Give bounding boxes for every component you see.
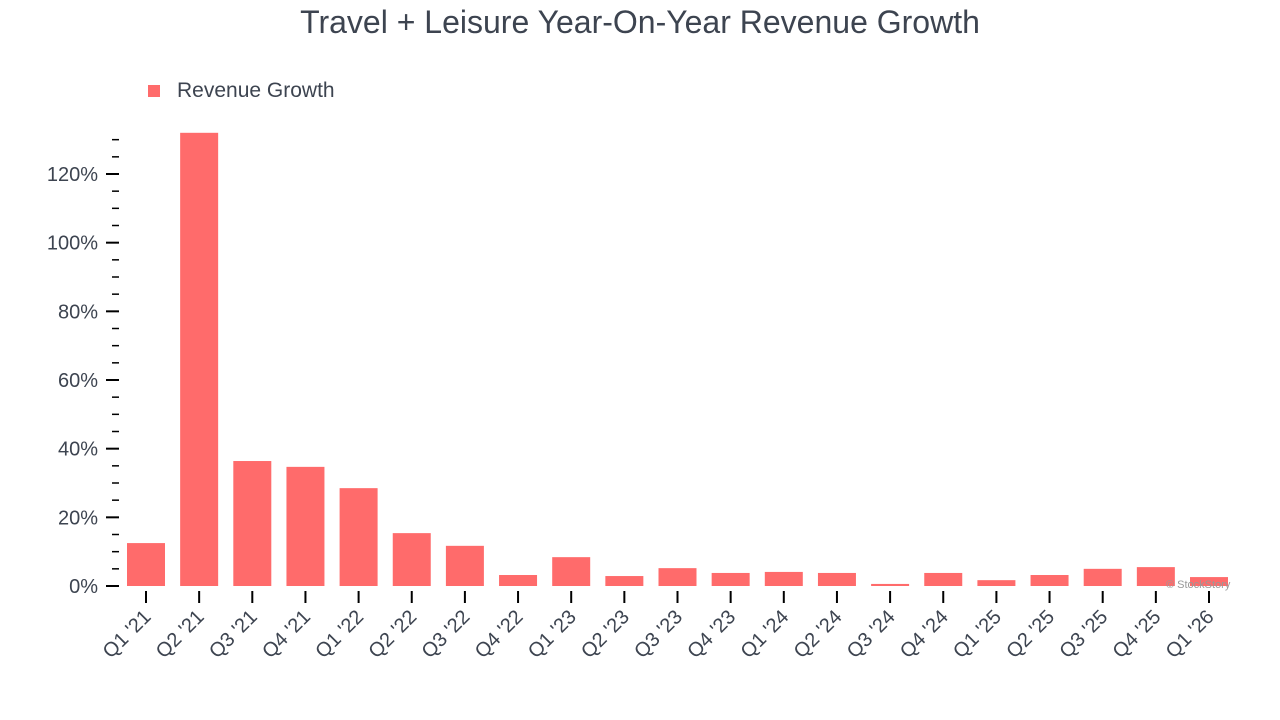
- bar: [1083, 568, 1122, 586]
- x-tick-label: Q2 '23: [577, 606, 634, 663]
- bar: [1190, 577, 1228, 586]
- legend: Revenue Growth: [148, 79, 335, 103]
- x-tick-label: Q2 '22: [364, 606, 421, 663]
- bar: [658, 568, 697, 586]
- x-tick-label: Q4 '22: [471, 606, 528, 663]
- bar: [180, 132, 219, 587]
- x-tick-label: Q1 '22: [311, 606, 368, 663]
- bar: [233, 461, 272, 586]
- x-tick-label: Q4 '25: [1109, 606, 1166, 663]
- x-tick-label: Q1 '26: [1162, 606, 1219, 663]
- bar: [127, 543, 165, 586]
- bar: [1030, 575, 1069, 586]
- x-tick-label: Q1 '23: [524, 606, 581, 663]
- x-tick-label: Q1 '25: [949, 606, 1006, 663]
- bar: [552, 557, 591, 586]
- bar: [445, 545, 484, 586]
- bar: [605, 576, 644, 586]
- watermark: © StockStory: [1166, 579, 1231, 591]
- x-tick-label: Q4 '24: [896, 606, 953, 663]
- x-tick-label: Q3 '24: [843, 606, 900, 663]
- x-tick-label: Q2 '25: [1002, 606, 1059, 663]
- y-tick-label: 100%: [47, 233, 98, 255]
- bar: [339, 488, 378, 586]
- y-tick-label: 120%: [47, 164, 98, 186]
- bar: [1136, 567, 1175, 586]
- x-tick-label: Q4 '21: [258, 606, 315, 663]
- x-tick-label: Q1 '21: [99, 606, 156, 663]
- x-tick-label: Q3 '21: [205, 606, 262, 663]
- y-tick-label: 40%: [58, 439, 98, 461]
- bar: [977, 580, 1016, 586]
- x-tick-label: Q2 '24: [790, 606, 847, 663]
- y-tick-label: 60%: [58, 370, 98, 392]
- bar: [871, 583, 910, 586]
- x-tick-label: Q3 '23: [630, 606, 687, 663]
- y-tick-label: 20%: [58, 507, 98, 529]
- y-tick-label: 0%: [69, 576, 98, 598]
- bar: [924, 572, 963, 586]
- y-tick-label: 80%: [58, 301, 98, 323]
- bar: [764, 571, 803, 586]
- x-tick-label: Q3 '25: [1055, 606, 1112, 663]
- legend-swatch: [148, 85, 160, 97]
- bar: [711, 572, 750, 586]
- chart-title: Travel + Leisure Year-On-Year Revenue Gr…: [300, 4, 980, 40]
- bar: [817, 572, 856, 586]
- x-tick-label: Q1 '24: [737, 606, 794, 663]
- x-tick-label: Q3 '22: [418, 606, 475, 663]
- legend-label: Revenue Growth: [177, 79, 335, 102]
- x-tick-label: Q2 '21: [152, 606, 209, 663]
- bar: [392, 533, 431, 586]
- bar: [286, 466, 325, 586]
- bar: [499, 575, 538, 586]
- x-tick-label: Q4 '23: [683, 606, 740, 663]
